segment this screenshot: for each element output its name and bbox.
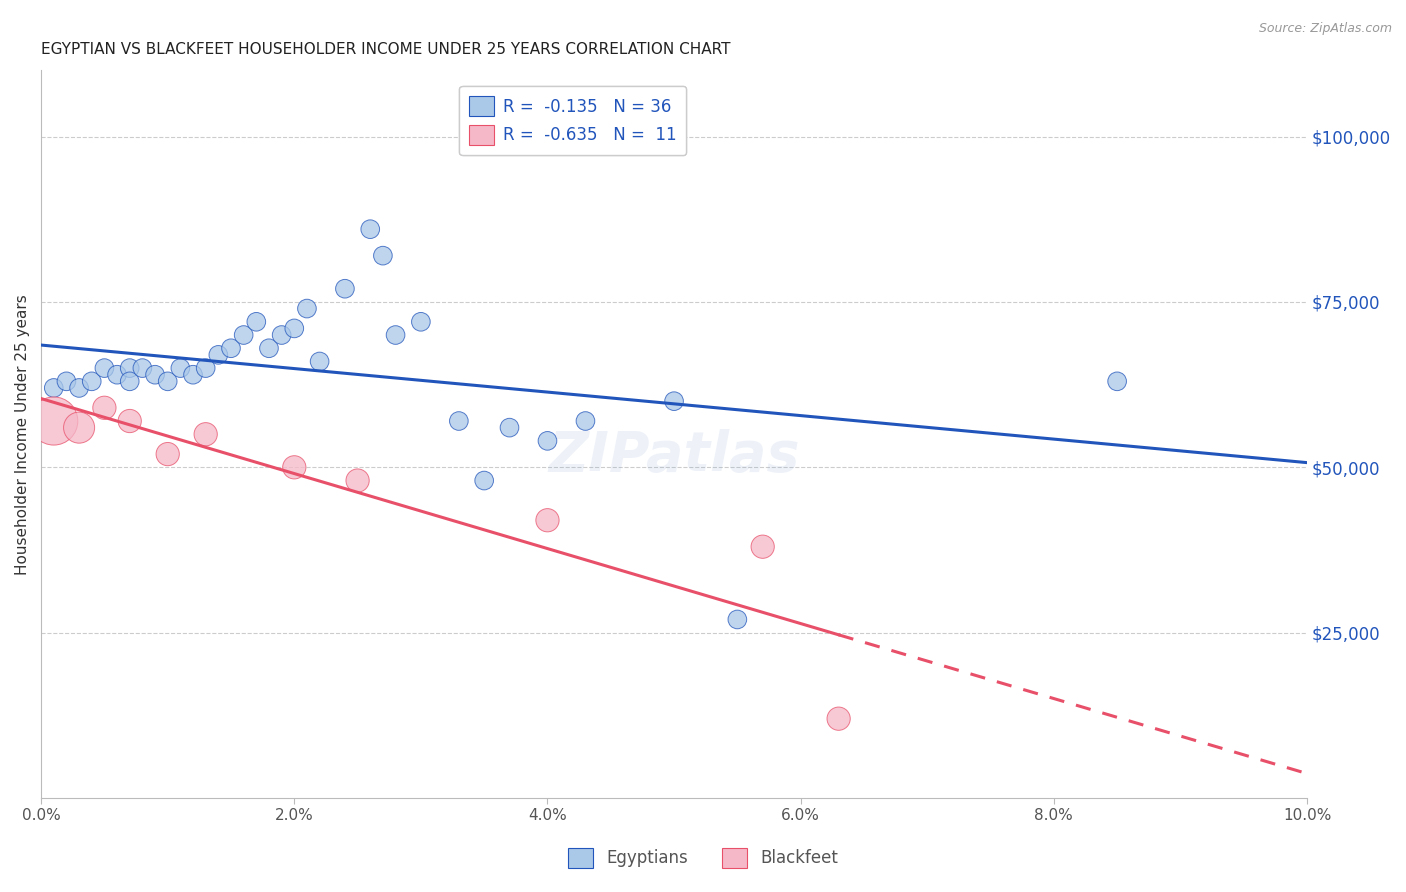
Point <box>1107 374 1129 388</box>
Point <box>181 368 204 382</box>
Point <box>156 374 179 388</box>
Legend: R =  -0.135   N = 36, R =  -0.635   N =  11: R = -0.135 N = 36, R = -0.635 N = 11 <box>460 86 686 155</box>
Point <box>67 420 90 434</box>
Point <box>498 420 520 434</box>
Point <box>42 414 65 428</box>
Point <box>283 321 305 335</box>
Point <box>384 328 406 343</box>
Point <box>333 282 356 296</box>
Point <box>55 374 77 388</box>
Point <box>232 328 254 343</box>
Y-axis label: Householder Income Under 25 years: Householder Income Under 25 years <box>15 293 30 574</box>
Point <box>295 301 318 316</box>
Point <box>308 354 330 368</box>
Point <box>662 394 685 409</box>
Point <box>245 315 267 329</box>
Point <box>118 414 141 428</box>
Text: Source: ZipAtlas.com: Source: ZipAtlas.com <box>1258 22 1392 36</box>
Point <box>194 427 217 442</box>
Point <box>194 361 217 376</box>
Legend: Egyptians, Blackfeet: Egyptians, Blackfeet <box>561 841 845 875</box>
Point <box>283 460 305 475</box>
Point <box>536 434 558 448</box>
Point <box>80 374 103 388</box>
Point <box>472 474 495 488</box>
Point <box>93 361 115 376</box>
Text: ZIPatlas: ZIPatlas <box>548 429 800 483</box>
Point <box>574 414 596 428</box>
Point <box>131 361 153 376</box>
Point <box>447 414 470 428</box>
Point <box>219 341 242 355</box>
Point <box>359 222 381 236</box>
Point <box>207 348 229 362</box>
Point <box>118 374 141 388</box>
Point <box>346 474 368 488</box>
Point <box>725 612 748 626</box>
Point <box>143 368 166 382</box>
Point <box>105 368 128 382</box>
Point <box>270 328 292 343</box>
Point <box>536 513 558 527</box>
Point <box>371 249 394 263</box>
Text: EGYPTIAN VS BLACKFEET HOUSEHOLDER INCOME UNDER 25 YEARS CORRELATION CHART: EGYPTIAN VS BLACKFEET HOUSEHOLDER INCOME… <box>41 42 731 57</box>
Point <box>118 361 141 376</box>
Point <box>93 401 115 415</box>
Point <box>751 540 773 554</box>
Point <box>42 381 65 395</box>
Point <box>827 712 849 726</box>
Point <box>409 315 432 329</box>
Point <box>67 381 90 395</box>
Point <box>169 361 191 376</box>
Point <box>156 447 179 461</box>
Point <box>257 341 280 355</box>
